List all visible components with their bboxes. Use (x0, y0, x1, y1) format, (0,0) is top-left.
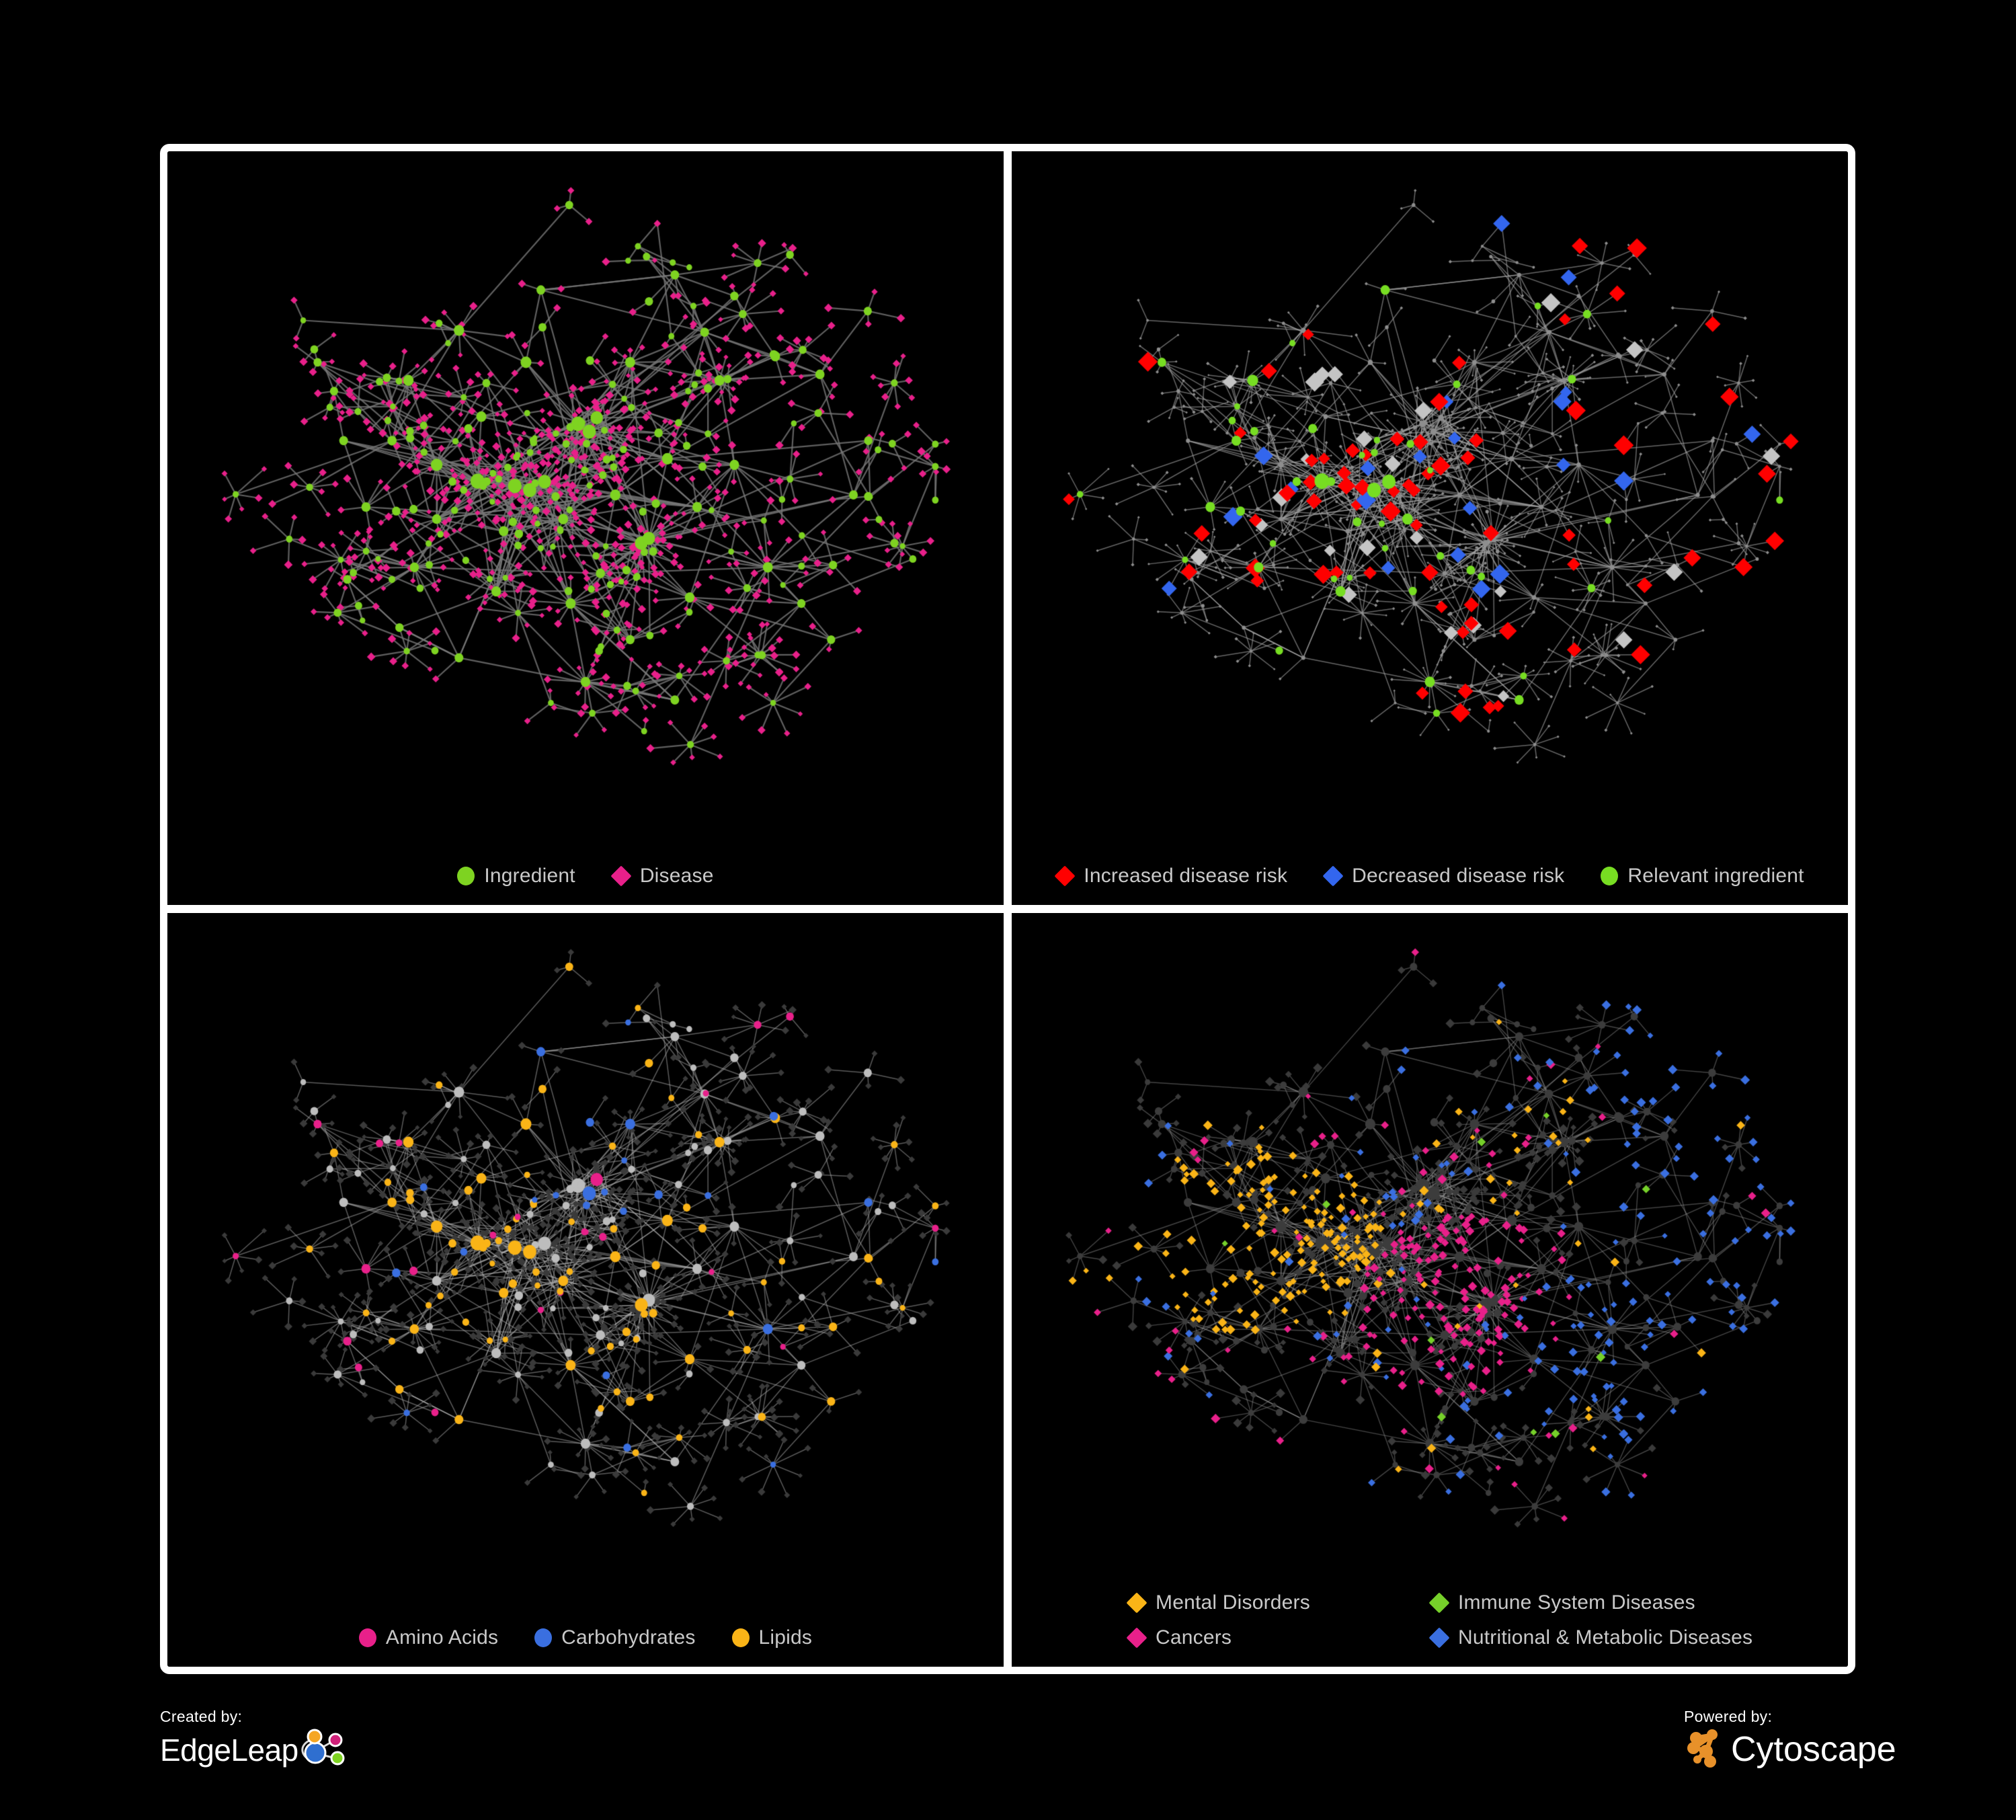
cytoscape-logo-row: Cytoscape (1684, 1727, 1896, 1771)
legend-label: Nutritional & Metabolic Diseases (1458, 1626, 1753, 1649)
network-canvas-ingredient-disease[interactable] (167, 151, 1004, 905)
edgeleap-node-graph-icon (297, 1727, 350, 1772)
edgeleap-logo-row: EdgeLeap (160, 1727, 350, 1772)
legend-item-increased-risk[interactable]: Increased disease risk (1054, 865, 1288, 887)
legend-item-amino-acids[interactable]: Amino Acids (358, 1626, 499, 1649)
network-canvas-nutrient-class[interactable] (167, 913, 1004, 1667)
legend-label: Lipids (758, 1626, 813, 1649)
created-by-caption: Created by: (160, 1708, 243, 1725)
legend-item-ingredient[interactable]: Ingredient (457, 865, 575, 887)
circle-marker-icon (1601, 867, 1619, 885)
legend-ingredient-disease: Ingredient Disease (167, 865, 1004, 887)
diamond-marker-icon (1126, 1592, 1147, 1614)
legend-label: Immune System Diseases (1458, 1591, 1695, 1614)
legend-label: Decreased disease risk (1352, 865, 1565, 887)
legend-item-lipids[interactable]: Lipids (731, 1626, 813, 1649)
circle-marker-icon (731, 1628, 750, 1647)
panel-nutrient-class[interactable]: Amino Acids Carbohydrates Lipids (167, 913, 1004, 1667)
legend-disease-category: Mental Disorders Immune System Diseases … (1100, 1591, 1759, 1649)
diamond-marker-icon (1428, 1592, 1450, 1614)
legend-nutrient-class: Amino Acids Carbohydrates Lipids (167, 1626, 1004, 1649)
edgeleap-brand[interactable]: Created by: EdgeLeap (160, 1708, 350, 1772)
legend-label: Carbohydrates (561, 1626, 696, 1649)
legend-label: Amino Acids (385, 1626, 499, 1649)
circle-marker-icon (534, 1628, 553, 1647)
diamond-marker-icon (1054, 865, 1076, 887)
cytoscape-node-graph-icon (1684, 1727, 1726, 1771)
diamond-marker-icon (1126, 1627, 1147, 1649)
circle-marker-icon (358, 1628, 376, 1647)
legend-item-carbohydrates[interactable]: Carbohydrates (534, 1626, 695, 1649)
legend-disease-risk: Increased disease risk Decreased disease… (1012, 865, 1848, 887)
legend-item-decreased-risk[interactable]: Decreased disease risk (1322, 865, 1565, 887)
panel-grid-frame: Ingredient Disease Increased disease ris… (160, 144, 1855, 1674)
panel-disease-risk[interactable]: Increased disease risk Decreased disease… (1012, 151, 1848, 905)
network-canvas-disease-risk[interactable] (1012, 151, 1848, 905)
panel-disease-category[interactable]: Mental Disorders Immune System Diseases … (1012, 913, 1848, 1667)
legend-label: Mental Disorders (1156, 1591, 1310, 1614)
legend-label: Cancers (1156, 1626, 1232, 1649)
legend-item-cancers[interactable]: Cancers (1126, 1626, 1430, 1649)
diamond-marker-icon (610, 865, 632, 887)
diamond-marker-icon (1428, 1627, 1450, 1649)
cytoscape-wordmark: Cytoscape (1731, 1729, 1896, 1769)
circle-marker-icon (457, 867, 475, 885)
legend-label: Disease (639, 865, 714, 887)
legend-label: Relevant ingredient (1627, 865, 1804, 887)
edgeleap-wordmark: EdgeLeap (160, 1732, 298, 1768)
legend-label: Ingredient (484, 865, 575, 887)
legend-item-nutritional-metabolic-diseases[interactable]: Nutritional & Metabolic Diseases (1428, 1626, 1752, 1649)
diamond-marker-icon (1322, 865, 1344, 887)
legend-item-immune-system-diseases[interactable]: Immune System Diseases (1428, 1591, 1732, 1614)
legend-item-relevant-ingredient[interactable]: Relevant ingredient (1601, 865, 1804, 887)
network-canvas-disease-category[interactable] (1012, 913, 1848, 1667)
powered-by-caption: Powered by: (1684, 1708, 1773, 1725)
legend-item-disease[interactable]: Disease (610, 865, 714, 887)
cytoscape-brand[interactable]: Powered by: (1684, 1708, 1896, 1771)
panel-ingredient-disease[interactable]: Ingredient Disease (167, 151, 1004, 905)
legend-item-mental-disorders[interactable]: Mental Disorders (1126, 1591, 1430, 1614)
legend-label: Increased disease risk (1084, 865, 1288, 887)
